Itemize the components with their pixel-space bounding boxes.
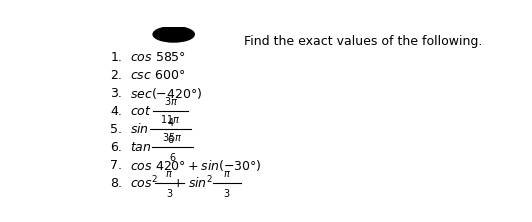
Text: $6$: $6$ — [169, 151, 176, 163]
Text: 4.: 4. — [110, 105, 122, 118]
Text: 8.: 8. — [110, 176, 122, 190]
Text: $11\pi$: $11\pi$ — [160, 113, 180, 125]
Text: $\mathit{cos}^2$: $\mathit{cos}^2$ — [130, 175, 159, 191]
Text: $\mathit{sin}^2$: $\mathit{sin}^2$ — [188, 175, 213, 191]
Text: $\mathit{cot}$: $\mathit{cot}$ — [130, 105, 152, 118]
Text: $\mathit{tan}$: $\mathit{tan}$ — [130, 141, 152, 154]
Text: $\mathit{cos}\ 420° + \mathit{sin}(-30°)$: $\mathit{cos}\ 420° + \mathit{sin}(-30°)… — [130, 158, 262, 172]
Text: $3$: $3$ — [165, 187, 173, 199]
Text: $\pi$: $\pi$ — [223, 169, 231, 179]
Text: 1.: 1. — [110, 51, 122, 64]
Text: 6.: 6. — [110, 141, 122, 154]
Ellipse shape — [153, 27, 194, 42]
Text: $35\pi$: $35\pi$ — [162, 131, 182, 143]
Text: 2.: 2. — [110, 69, 122, 82]
Text: $+$: $+$ — [172, 176, 183, 190]
Text: $\mathit{sec}(-420°)$: $\mathit{sec}(-420°)$ — [130, 86, 203, 101]
Text: $3$: $3$ — [223, 187, 231, 199]
Text: $6$: $6$ — [167, 133, 174, 145]
Text: $\mathit{csc}\ 600°$: $\mathit{csc}\ 600°$ — [130, 69, 186, 82]
Text: 5.: 5. — [110, 123, 122, 136]
Text: $\mathit{sin}$: $\mathit{sin}$ — [130, 122, 149, 136]
Text: $\mathit{cos}\ 585°$: $\mathit{cos}\ 585°$ — [130, 51, 187, 64]
Text: 7.: 7. — [110, 159, 122, 172]
Text: Find the exact values of the following.: Find the exact values of the following. — [244, 35, 483, 48]
Text: 3.: 3. — [110, 87, 122, 100]
Text: $3\pi$: $3\pi$ — [164, 95, 178, 107]
Text: $\pi$: $\pi$ — [165, 169, 173, 179]
Text: $4$: $4$ — [167, 115, 174, 127]
